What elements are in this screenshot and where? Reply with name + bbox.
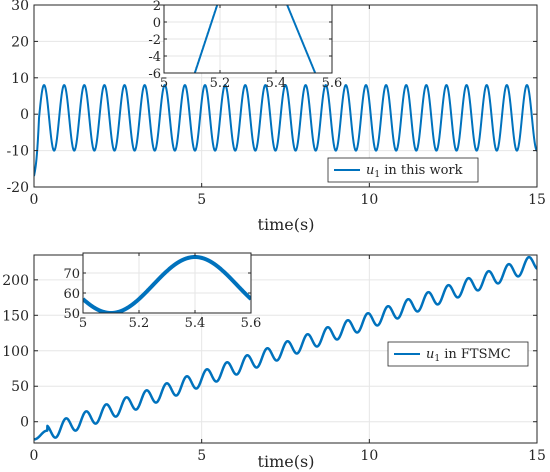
y-tick-label: -6: [148, 67, 161, 82]
y-tick-label: -4: [148, 50, 161, 65]
chart-bottom-series: [34, 255, 537, 441]
chart-bottom-inset-background: [83, 253, 251, 313]
x-tick-label: 5.6: [241, 316, 262, 331]
y-tick-label: 50: [11, 379, 29, 395]
x-tick-label: 15: [528, 448, 546, 464]
x-tick-label: 5.2: [129, 316, 150, 331]
x-tick-label: 5: [160, 76, 168, 91]
x-tick-label: 10: [360, 192, 378, 208]
x-tick-label: 15: [528, 192, 546, 208]
chart-bottom-legend-box: [387, 341, 529, 367]
y-tick-label: -10: [6, 144, 29, 160]
legend-suffix: in FTSMC: [440, 347, 511, 362]
chart-bottom-xlabel: time(s): [258, 452, 315, 471]
chart-top-xlabel: time(s): [258, 215, 315, 234]
x-tick-label: 5.4: [185, 316, 206, 331]
series-line-u1-ftsmc: [34, 255, 537, 441]
y-tick-label: -20: [6, 180, 29, 196]
x-tick-label: 10: [360, 448, 378, 464]
y-tick-label: 200: [2, 273, 29, 289]
chart-top-series: [34, 84, 537, 177]
x-tick-label: 0: [30, 192, 39, 208]
x-tick-label: 5: [197, 192, 206, 208]
chart-top-legend-label: u1 in this work: [366, 163, 463, 180]
chart-bottom-axes-frame: [33, 254, 538, 444]
legend-subscript: 1: [374, 170, 380, 180]
x-tick-label: 5.2: [210, 76, 231, 91]
legend-var: u: [426, 347, 434, 362]
chart-top-inset-series: [193, 5, 317, 73]
chart-bottom-inset: 5 5.2 5.4 5.6 50 60 70: [63, 252, 261, 331]
chart-top-inset-ticks: 5 5.2 5.4 5.6 -6 -4 -2 0 2: [148, 0, 342, 91]
y-tick-label: 0: [20, 107, 29, 123]
inset-series-line: [83, 255, 251, 313]
chart-bottom-inset-series: [83, 255, 251, 313]
y-tick-label: 70: [63, 267, 80, 282]
chart-top-legend: u1 in this work: [327, 157, 479, 183]
chart-bottom-inset-frame: [82, 252, 252, 314]
y-tick-label: 60: [63, 287, 80, 302]
y-tick-label: 0: [153, 16, 161, 31]
y-tick-label: 100: [2, 344, 29, 360]
y-tick-label: 0: [20, 415, 29, 431]
y-tick-label: 150: [2, 308, 29, 324]
y-tick-label: 2: [153, 0, 161, 14]
legend-subscript: 1: [434, 354, 440, 364]
inset-series-line: [193, 5, 317, 73]
x-tick-label: 5.6: [322, 76, 343, 91]
x-tick-label: 5: [79, 316, 87, 331]
x-tick-label: 5: [197, 448, 206, 464]
series-line-u1-this-work: [34, 84, 537, 177]
chart-bottom-legend-label: u1 in FTSMC: [426, 347, 511, 364]
y-tick-label: 30: [11, 0, 29, 14]
chart-top-inset: 5 5.2 5.4 5.6 -6 -4 -2 0 2: [148, 0, 342, 91]
x-tick-label: 5.4: [266, 76, 287, 91]
y-tick-label: -2: [148, 33, 161, 48]
chart-bottom-inset-ticks: 5 5.2 5.4 5.6 50 60 70: [63, 253, 261, 331]
y-tick-label: 50: [63, 307, 80, 322]
legend-var: u: [366, 163, 374, 178]
chart-bottom-legend: u1 in FTSMC: [387, 341, 529, 367]
y-tick-label: 10: [11, 71, 29, 87]
x-tick-label: 0: [30, 448, 39, 464]
legend-suffix: in this work: [380, 163, 463, 178]
y-tick-label: 20: [11, 34, 29, 50]
